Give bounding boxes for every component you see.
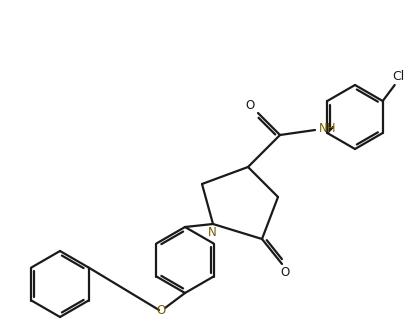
- Text: O: O: [280, 267, 290, 280]
- Text: NH: NH: [319, 122, 337, 134]
- Text: N: N: [208, 226, 216, 239]
- Text: O: O: [156, 303, 166, 316]
- Text: Cl: Cl: [393, 69, 405, 82]
- Text: O: O: [246, 99, 255, 112]
